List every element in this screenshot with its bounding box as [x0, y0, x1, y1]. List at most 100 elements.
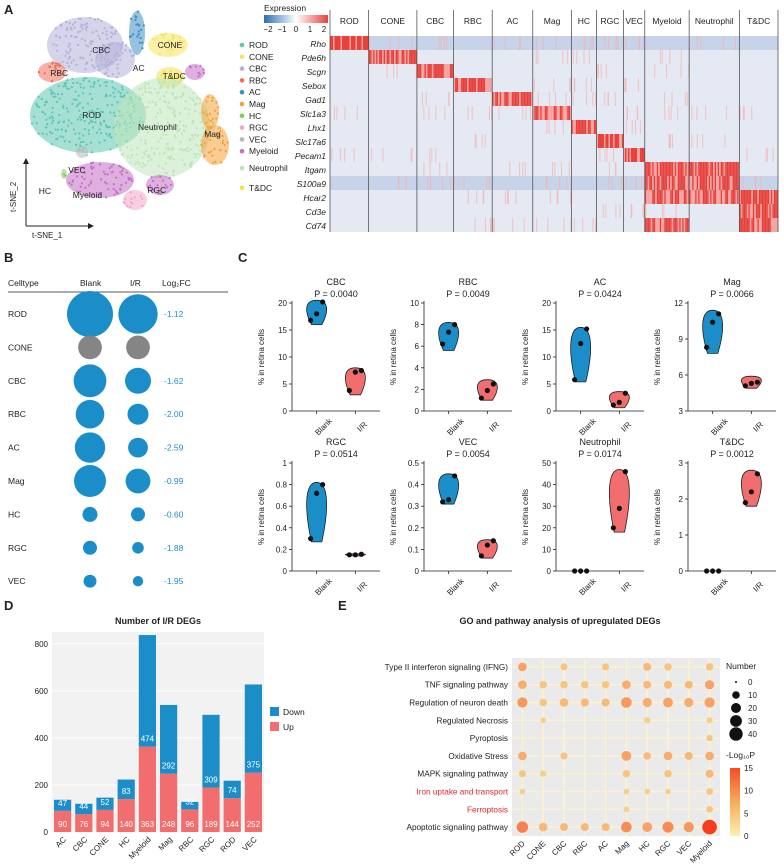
heatmap-cell — [739, 134, 778, 148]
dot-point — [663, 697, 673, 708]
tsne-point — [212, 121, 215, 124]
heatmap-stripe — [769, 204, 771, 218]
heatmap-cell — [596, 148, 624, 162]
dot-point — [662, 821, 674, 833]
heatmap-speck — [483, 190, 485, 204]
heatmap-cell — [416, 36, 454, 50]
heatmap-cell — [596, 50, 624, 64]
heatmap-speck — [614, 92, 616, 106]
heatmap-stripe — [734, 190, 736, 204]
bar-category: CONE — [88, 835, 111, 858]
heatmap-stripe — [392, 50, 395, 64]
heatmap-speck — [410, 148, 412, 162]
tsne-point — [114, 128, 117, 131]
heatmap-cell — [330, 120, 369, 134]
tsne-point — [180, 132, 183, 135]
heatmap-stripe — [342, 36, 344, 50]
heatmap-cell — [532, 78, 572, 92]
tsne-point — [113, 193, 116, 196]
heatmap-speck — [663, 92, 665, 106]
tsne-point — [182, 149, 185, 152]
heatmap-stripe — [437, 64, 440, 78]
tsne-point — [105, 94, 108, 98]
table-header: Blank — [80, 278, 102, 288]
violin-ytick-label: 0 — [547, 567, 552, 576]
tsne-point — [45, 126, 48, 129]
heatmap-cell — [623, 36, 645, 50]
tsne-point — [72, 81, 75, 85]
heatmap-speck — [475, 134, 477, 148]
tsne-point — [88, 16, 92, 20]
bar-up-label: 144 — [226, 820, 240, 829]
tsne-point — [109, 148, 112, 151]
bar-legend-swatch — [270, 722, 279, 731]
tsne-point — [76, 118, 79, 121]
heatmap-stripe — [720, 176, 723, 190]
heatmap-speck — [584, 36, 586, 50]
heatmap-stripe — [710, 176, 712, 190]
heatmap-speck — [439, 162, 441, 176]
tsne-point — [54, 62, 57, 65]
violin-ytick-label: 0.2 — [276, 545, 288, 554]
heatmap-stripe — [772, 204, 774, 218]
heatmap-stripe — [370, 50, 372, 64]
tsne-point — [105, 84, 108, 87]
heatmap-stripe — [673, 218, 675, 232]
heatmap-speck — [556, 190, 558, 204]
heatmap-speck — [606, 148, 608, 162]
heatmap-stripe — [407, 50, 410, 64]
tsne-point — [166, 186, 169, 189]
tsne-label: CBC — [92, 45, 110, 55]
heatmap-stripe — [646, 190, 648, 204]
tsne-point — [160, 84, 163, 87]
tsne-point — [65, 50, 68, 53]
heatmap-stripe — [671, 176, 674, 190]
heatmap-stripe — [725, 190, 727, 204]
tsne-point — [72, 128, 75, 131]
tsne-point — [106, 37, 109, 40]
heatmap-speck — [643, 204, 645, 218]
heatmap-speck — [411, 36, 413, 50]
tsne-point — [166, 105, 169, 108]
tsne-point — [179, 140, 183, 144]
violin-ytick-label: 0.2 — [408, 524, 420, 533]
tsne-point — [137, 117, 140, 120]
violin-pvalue: P = 0.0054 — [446, 449, 490, 459]
heatmap-speck — [441, 176, 443, 190]
bar-legend-label: Down — [283, 707, 305, 717]
heatmap-stripe — [770, 190, 773, 204]
tsne-point — [174, 43, 177, 47]
heatmap-stripe — [760, 190, 762, 204]
tsne-point — [134, 18, 137, 22]
heatmap-speck — [592, 92, 594, 106]
dot-category: CBC — [550, 839, 568, 857]
dot-point — [560, 823, 568, 832]
heatmap-stripe — [708, 176, 711, 190]
violin-point — [584, 568, 590, 574]
tsne-point — [164, 162, 167, 165]
heatmap-stripe — [658, 176, 660, 190]
tsne-point — [206, 95, 210, 98]
tsne-point — [141, 162, 145, 165]
heatmap-speck — [467, 106, 469, 120]
heatmap-stripe — [751, 204, 753, 218]
tsne-point — [62, 120, 65, 124]
heatmap-stripe — [696, 162, 699, 176]
dot-point — [664, 680, 672, 689]
heatmap-speck — [340, 148, 342, 162]
heatmap-speck — [573, 218, 575, 232]
heatmap-speck — [491, 106, 493, 120]
heatmap-stripe — [769, 190, 771, 204]
violin-blank — [570, 326, 592, 383]
tsne-point — [95, 30, 98, 33]
violin-point — [578, 340, 584, 347]
heatmap-column: RGC — [601, 16, 620, 26]
tsne-point — [105, 33, 108, 36]
heatmap-stripe — [546, 106, 548, 120]
blank-dot — [74, 432, 106, 463]
tsne-point — [167, 101, 171, 104]
heatmap-stripe — [739, 204, 741, 218]
heatmap-stripe — [331, 36, 333, 50]
tsne-point — [69, 47, 72, 50]
heatmap-speck — [562, 50, 564, 64]
